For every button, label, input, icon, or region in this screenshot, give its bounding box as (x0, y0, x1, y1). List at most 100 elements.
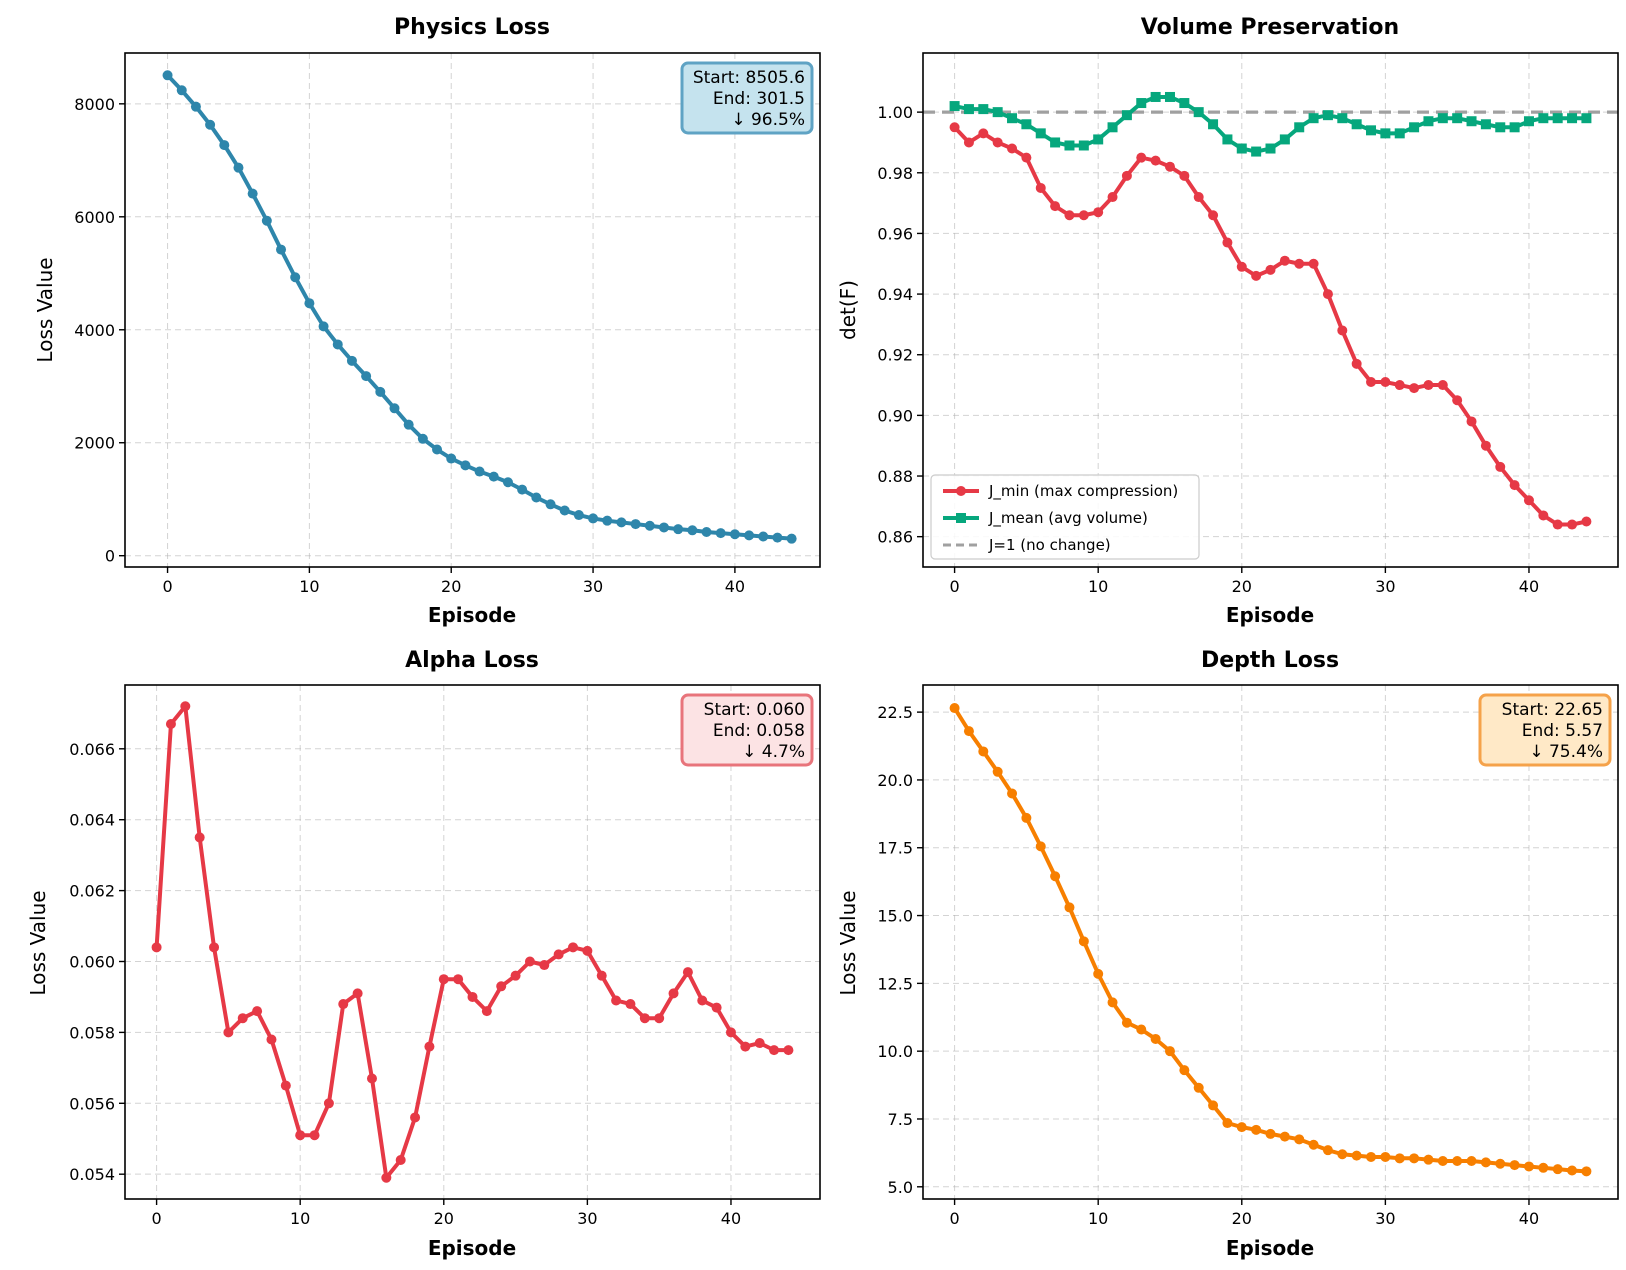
data-point (323, 1098, 334, 1109)
y-tick-label: 0.88 (877, 467, 913, 486)
data-point (1523, 1161, 1534, 1172)
data-point (1007, 143, 1018, 154)
data-point (1567, 519, 1578, 530)
plot-area (923, 91, 1618, 530)
data-point (682, 967, 693, 978)
data-point (949, 101, 960, 112)
legend-label: J_min (max compression) (988, 482, 1178, 501)
chart-depth-loss: Depth Loss Episode Loss Value 0 10 20 30 40 5… (836, 648, 1619, 1260)
data-point (1021, 152, 1032, 163)
data-point (1279, 1131, 1290, 1142)
data-point (1222, 134, 1233, 145)
data-point (772, 532, 783, 543)
x-tick-label: 40 (725, 577, 745, 596)
data-point (531, 492, 542, 503)
chart-volume-preservation: Volume Preservation Episode det(F) 0 10 20… (836, 15, 1619, 627)
x-tick-label: 30 (1375, 577, 1395, 596)
data-point (510, 970, 521, 981)
data-point (1552, 1164, 1563, 1175)
data-point (1394, 380, 1405, 391)
x-tick-label: 10 (1088, 577, 1108, 596)
data-point (729, 529, 740, 540)
data-point (1193, 192, 1204, 203)
y-tick-label: 0.054 (69, 1165, 115, 1184)
data-point (715, 528, 726, 539)
data-point (417, 433, 428, 444)
data-point (1035, 182, 1046, 193)
y-tick-label: 0.058 (69, 1023, 115, 1042)
data-point (1452, 395, 1463, 406)
legend-swatch-marker (956, 513, 966, 523)
data-point (1078, 936, 1089, 947)
data-point (190, 101, 201, 112)
data-point (1366, 125, 1377, 136)
data-point (596, 970, 607, 981)
data-point (1251, 146, 1262, 157)
data-point (701, 526, 712, 537)
data-point (1265, 1128, 1276, 1139)
data-point (1538, 113, 1549, 124)
data-point (1107, 997, 1118, 1008)
data-point (1208, 1100, 1219, 1111)
data-point (1437, 380, 1448, 391)
data-point (992, 766, 1003, 777)
data-point (668, 988, 679, 999)
data-point (1480, 119, 1491, 130)
chart-alpha-loss: Alpha Loss Episode Loss Value 0 10 20 30 400… (26, 648, 821, 1260)
data-point (559, 505, 570, 516)
data-point (1150, 91, 1161, 102)
data-point (1452, 1156, 1463, 1167)
y-axis-label: Loss Value (26, 890, 50, 995)
data-point (1480, 440, 1491, 451)
data-point (539, 960, 550, 971)
data-point (488, 471, 499, 482)
data-point (1164, 91, 1175, 102)
y-tick-label: 1.00 (877, 103, 913, 122)
legend-label: J_mean (avg volume) (988, 509, 1148, 528)
data-point (252, 1006, 263, 1017)
data-point (1050, 871, 1061, 882)
data-point (1007, 113, 1018, 124)
y-tick-label: 10.0 (877, 1042, 913, 1061)
data-point (1251, 1124, 1262, 1135)
data-point (1480, 1157, 1491, 1168)
annotation-box (680, 693, 814, 767)
data-point (786, 533, 797, 544)
data-point (1423, 380, 1434, 391)
y-axis-label: det(F) (836, 280, 860, 340)
x-tick-label: 10 (290, 1209, 310, 1228)
y-tick-label: 2000 (74, 434, 115, 453)
data-point (1093, 207, 1104, 218)
x-tick-label: 40 (1519, 577, 1539, 596)
data-point (219, 140, 230, 151)
legend-swatch-marker (956, 486, 966, 496)
data-point (223, 1027, 234, 1038)
data-point (338, 999, 349, 1010)
data-point (1495, 1158, 1506, 1169)
grid (125, 685, 820, 1199)
data-point (1150, 1033, 1161, 1044)
data-point (1452, 113, 1463, 124)
chart-title: Physics Loss (394, 15, 550, 40)
axes-frame (124, 684, 821, 1200)
legend-label: J=1 (no change) (988, 536, 1111, 554)
data-point (1121, 170, 1132, 181)
data-point (453, 974, 464, 985)
chart-physics-loss: Physics Loss Episode Loss Value 0 10 20 30 4… (33, 15, 821, 627)
chart-title: Depth Loss (1201, 648, 1339, 673)
data-point (381, 1172, 392, 1183)
x-tick-label: 30 (1375, 1209, 1395, 1228)
data-point (992, 137, 1003, 148)
x-axis-label: Episode (428, 1236, 516, 1260)
data-point (949, 122, 960, 133)
data-point (1308, 1139, 1319, 1150)
data-point (266, 1034, 277, 1045)
data-point (769, 1045, 780, 1056)
annotation-line: End: 5.57 (1522, 721, 1603, 741)
data-point (1208, 119, 1219, 130)
data-point (1294, 122, 1305, 133)
x-tick-label: 10 (1088, 1209, 1108, 1228)
data-point (261, 215, 272, 226)
